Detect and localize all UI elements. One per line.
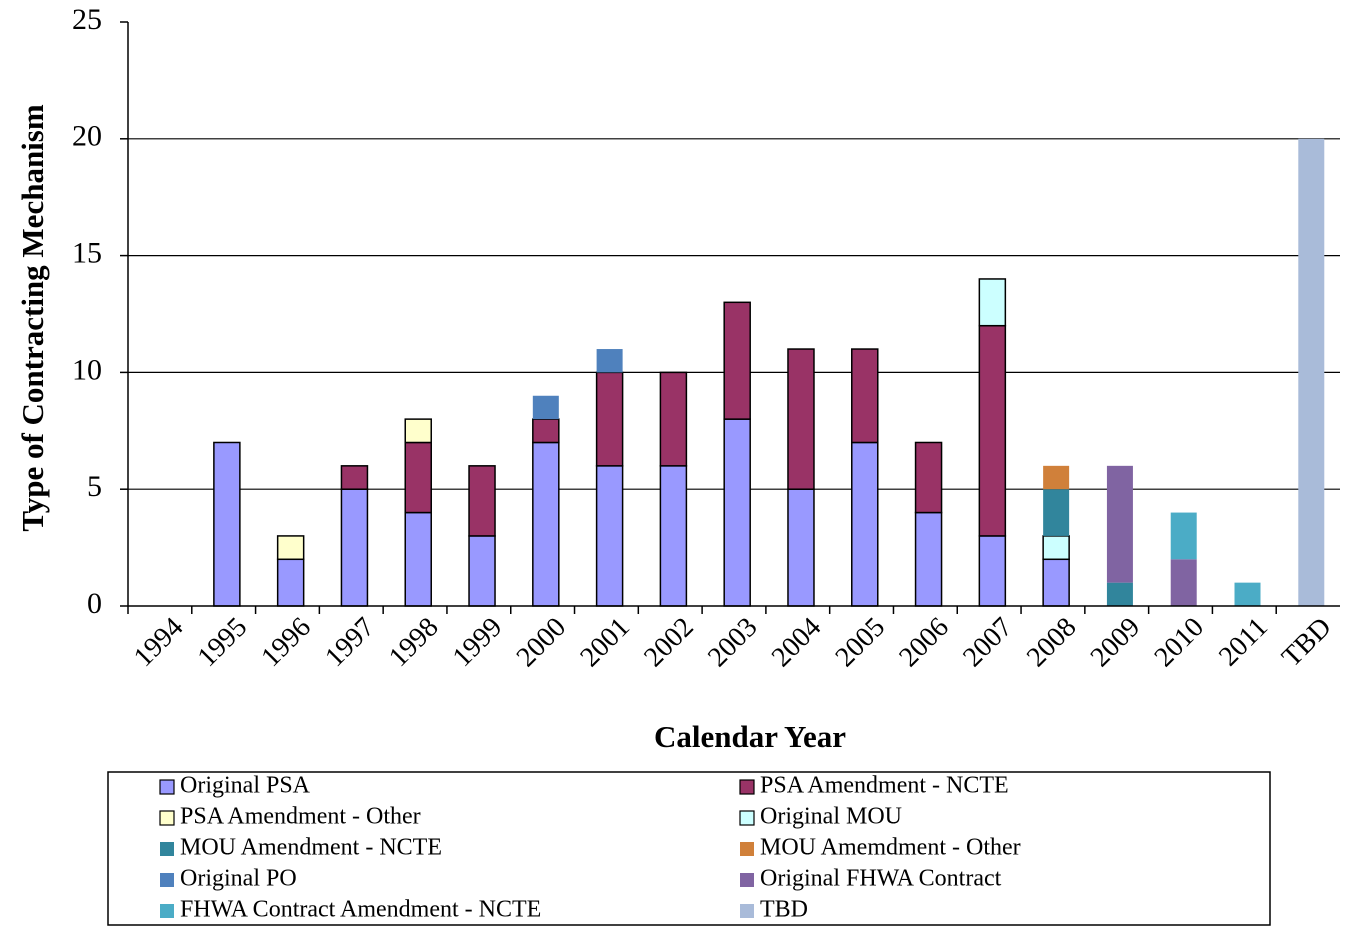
bar-segment	[723, 301, 751, 420]
legend-swatch	[740, 842, 754, 856]
x-axis-title: Calendar Year	[654, 719, 846, 754]
legend-swatch	[160, 904, 174, 918]
legend-label: TBD	[760, 897, 808, 923]
legend-swatch	[159, 779, 175, 795]
bar-segment	[787, 488, 815, 607]
bar-segment	[404, 418, 432, 444]
bar-segment	[1234, 582, 1261, 606]
bar-segment	[1042, 558, 1070, 607]
bar-segment	[851, 348, 879, 444]
bar-segment	[659, 465, 688, 607]
bar-segment	[468, 535, 496, 607]
bar-segment	[978, 278, 1007, 327]
bar-segment	[978, 535, 1007, 607]
legend-label: Original PSA	[180, 773, 311, 799]
bar-segment	[1298, 138, 1325, 607]
bar-segment	[914, 441, 943, 514]
bar-segment	[404, 511, 432, 607]
bar-segment	[1042, 535, 1070, 561]
x-tick-label: 2001	[574, 612, 636, 674]
bar-segment	[659, 371, 688, 467]
legend-swatch	[739, 810, 755, 826]
x-tick-label: 2003	[702, 612, 764, 674]
legend-label: MOU Amendment - NCTE	[180, 835, 442, 861]
bar-segment	[723, 418, 751, 607]
bar-segment	[1170, 512, 1197, 560]
legend-label: MOU Amemdment - Other	[760, 835, 1021, 861]
legend-swatch	[159, 810, 175, 826]
bar-segment	[978, 324, 1007, 537]
bar-segment	[1043, 489, 1070, 536]
legend-label: PSA Amendment - NCTE	[760, 773, 1009, 799]
x-tick-label: 1996	[255, 612, 317, 674]
y-axis-title: Type of Contracting Mechanism	[15, 104, 50, 532]
legend-swatch	[160, 842, 174, 856]
legend-label: Original PO	[180, 866, 297, 892]
y-tick-label: 0	[87, 587, 102, 620]
bar-segment	[532, 395, 559, 420]
bar-segment	[340, 465, 369, 490]
y-tick-label: 20	[72, 120, 102, 153]
x-tick-label: 2005	[830, 612, 892, 674]
bar-segment	[276, 535, 305, 561]
legend-label: Original MOU	[760, 804, 902, 830]
x-tick-label: 2008	[1021, 612, 1083, 674]
legend-swatch	[160, 873, 174, 887]
bar-segment	[468, 465, 496, 537]
y-tick-label: 25	[72, 3, 102, 36]
legend-swatch	[739, 779, 755, 795]
legend-box	[107, 771, 1271, 926]
bar-segment	[1106, 465, 1133, 583]
bar-segment	[340, 488, 369, 607]
bar-segment	[851, 441, 879, 607]
bar-segment	[1043, 465, 1070, 490]
x-tick-label: TBD	[1276, 612, 1338, 674]
bar-segment	[595, 371, 624, 467]
x-tick-label: 2002	[638, 612, 700, 674]
legend-swatch	[740, 873, 754, 887]
x-tick-label: 1998	[383, 612, 445, 674]
y-tick-label: 10	[72, 353, 102, 386]
x-tick-label: 2006	[893, 612, 955, 674]
bar-segment	[404, 441, 432, 514]
bar-segment	[787, 348, 815, 490]
legend-label: PSA Amendment - Other	[180, 804, 421, 830]
bar-segment	[532, 441, 560, 607]
bar-segment	[914, 511, 943, 607]
bar-segment	[595, 465, 624, 607]
x-tick-label: 2009	[1085, 612, 1147, 674]
legend-swatch	[740, 904, 754, 918]
bar-segment	[213, 441, 241, 607]
x-tick-label: 1995	[192, 612, 254, 674]
x-tick-label: 1997	[319, 612, 381, 674]
y-tick-label: 5	[87, 470, 102, 503]
legend-label: Original FHWA Contract	[760, 866, 1002, 892]
bar-segment	[1170, 559, 1197, 606]
bar-segment	[276, 558, 305, 607]
x-tick-label: 1999	[447, 612, 509, 674]
bar-segment	[1106, 582, 1133, 606]
x-tick-label: 2004	[766, 612, 828, 674]
x-tick-label: 1994	[128, 612, 190, 674]
x-tick-label: 2010	[1148, 612, 1210, 674]
x-tick-label: 2007	[957, 612, 1019, 674]
x-tick-label: 2000	[511, 612, 573, 674]
y-tick-label: 15	[72, 236, 102, 269]
legend-label: FHWA Contract Amendment - NCTE	[180, 897, 541, 923]
bar-segment	[596, 349, 623, 373]
bar-segment	[532, 418, 560, 444]
x-tick-label: 2011	[1213, 612, 1274, 673]
